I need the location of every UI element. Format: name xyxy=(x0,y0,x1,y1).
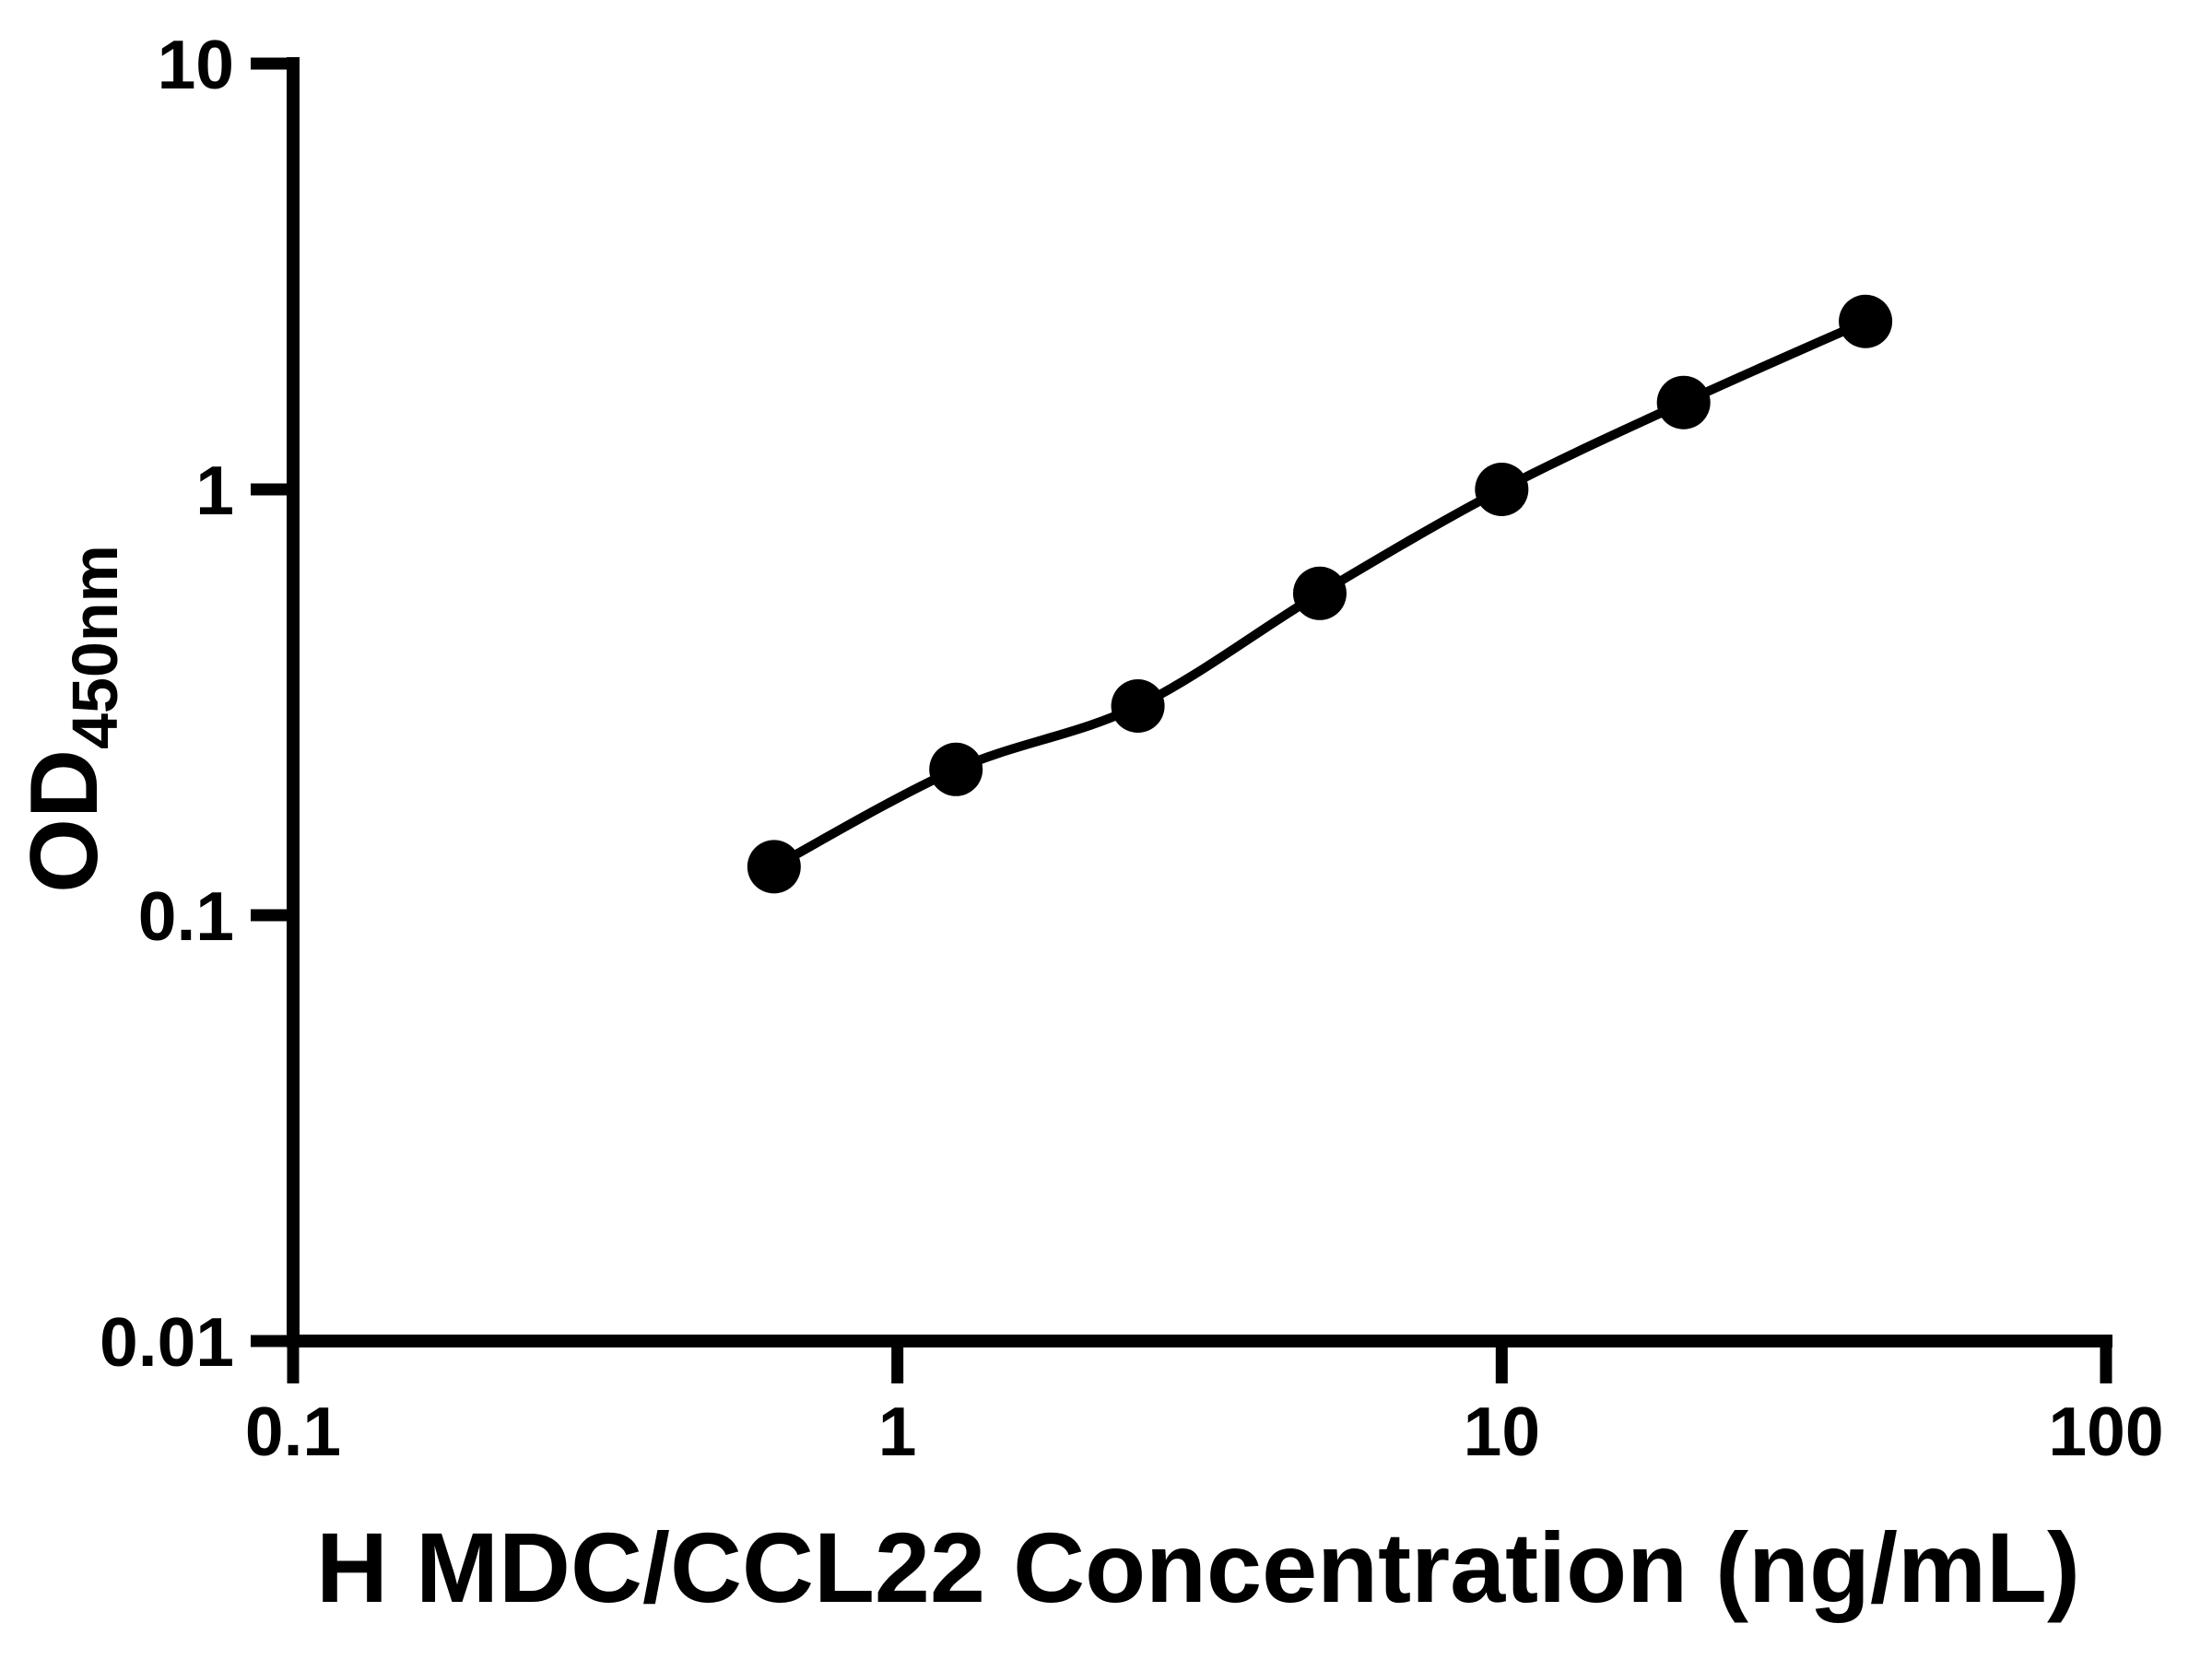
x-tick-label-100: 100 xyxy=(2048,1393,2163,1470)
x-tick-label-1: 1 xyxy=(878,1393,917,1470)
x-tick-label-0.1: 0.1 xyxy=(245,1393,341,1470)
data-point-5ng xyxy=(1292,566,1347,620)
y-axis-title-main: OD xyxy=(11,749,118,893)
y-axis-title-subscript: 450nm xyxy=(59,545,131,749)
y-tick-label-1: 1 xyxy=(195,452,234,529)
data-point-10ng xyxy=(1475,463,1529,516)
x-tick-label-10: 10 xyxy=(1464,1393,1540,1470)
y-tick-label-0.1: 0.1 xyxy=(138,877,234,955)
x-axis-title: H MDC/CCL22 Concentration (ng/mL) xyxy=(316,1512,2080,1623)
data-points-group xyxy=(747,294,1893,894)
y-axis-title: OD450nm xyxy=(11,545,131,893)
data-point-40ng xyxy=(1839,294,1893,348)
y-tick-label-10: 10 xyxy=(158,26,234,103)
data-point-2.5ng xyxy=(1111,678,1165,733)
data-point-20ng xyxy=(1656,375,1711,429)
axis-lines xyxy=(287,57,2112,1347)
axes-group xyxy=(251,57,2112,1383)
data-point-1.25ng xyxy=(929,742,983,796)
data-point-0.625ng xyxy=(747,840,801,894)
y-tick-label-0.01: 0.01 xyxy=(100,1303,234,1381)
